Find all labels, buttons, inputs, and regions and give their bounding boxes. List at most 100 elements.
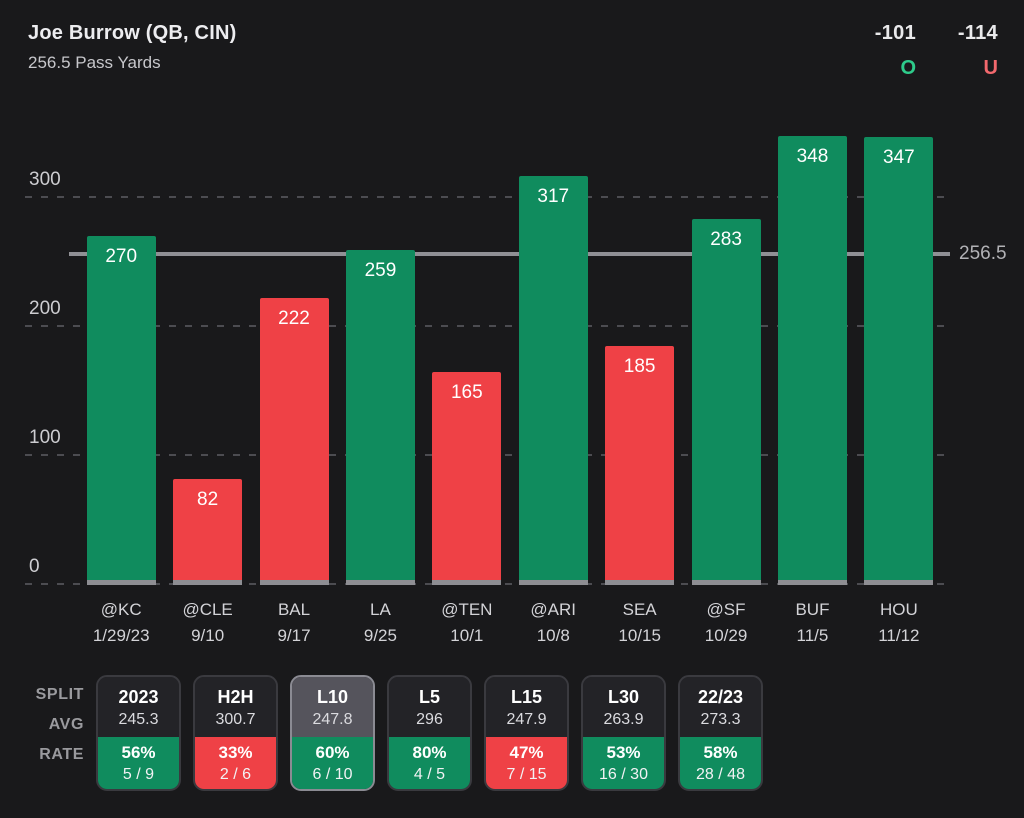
rate-fraction: 6 / 10: [312, 765, 353, 783]
split-name: L5: [418, 687, 440, 707]
split-card-H2H[interactable]: H2H 300.7 33% 2 / 6: [193, 675, 278, 791]
game-date-label: 9/10: [191, 626, 225, 645]
bar-value-label: 283: [710, 229, 742, 251]
split-card-L5[interactable]: L5 296 80% 4 / 5: [387, 675, 472, 791]
opponent-label: BAL: [277, 600, 311, 619]
rate-fraction: 2 / 6: [219, 765, 252, 783]
opponent-label: SEA: [622, 600, 657, 619]
over-odds-value: -101: [874, 22, 916, 44]
split-rate: 56% 5 / 9: [98, 737, 179, 789]
rate-fraction: 5 / 9: [122, 765, 155, 783]
opponent-label: @ARI: [530, 600, 577, 619]
row-label-rate: RATE: [39, 746, 84, 763]
split-card-L10[interactable]: L10 247.8 60% 6 / 10: [290, 675, 375, 791]
bar-column-SEA: 185: [596, 120, 682, 585]
under-odds-value: -114: [957, 22, 998, 44]
split-rate: 53% 16 / 30: [583, 737, 664, 789]
rate-percent: 33%: [218, 742, 253, 762]
header: Joe Burrow (QB, CIN) 256.5 Pass Yards -1…: [0, 0, 1024, 80]
split-avg: 247.8: [312, 711, 353, 728]
game-date-label: 11/5: [796, 626, 829, 645]
split-card-top: 22/23 273.3: [680, 677, 761, 737]
split-rate: 33% 2 / 6: [195, 737, 276, 789]
split-avg: 245.3: [118, 711, 159, 728]
bar-column-at-SF: 283: [683, 120, 769, 585]
bar-value-label: 270: [105, 246, 138, 268]
rate-fraction: 7 / 15: [506, 765, 547, 783]
rate-fraction: 16 / 30: [599, 765, 648, 783]
splits-table: SPLIT AVG RATE 2023 245.3 56% 5 / 9 H2H 300.7…: [22, 675, 1024, 791]
x-label: @ARI 10/8: [510, 597, 596, 649]
game-date-label: 11/12: [878, 626, 920, 645]
bar-column-at-TEN: 165: [424, 120, 510, 585]
game-date-label: 10/8: [536, 626, 570, 645]
x-label: BUF 11/5: [769, 597, 855, 649]
rate-fraction: 28 / 48: [696, 765, 745, 783]
opponent-label: @CLE: [182, 600, 233, 619]
row-label-avg: AVG: [48, 716, 84, 733]
game-bar: 348: [777, 135, 847, 585]
split-card-22-23[interactable]: 22/23 273.3 58% 28 / 48: [678, 675, 763, 791]
x-label: @KC 1/29/23: [78, 597, 164, 649]
opponent-label: @KC: [100, 600, 142, 619]
rate-percent: 58%: [703, 742, 738, 762]
under-odds-button[interactable]: -114 U: [946, 22, 998, 80]
split-card-top: H2H 300.7: [195, 677, 276, 737]
bar-value-label: 222: [278, 308, 310, 330]
split-card-L30[interactable]: L30 263.9 53% 16 / 30: [581, 675, 666, 791]
split-rate: 60% 6 / 10: [292, 737, 373, 789]
bar-column-at-CLE: 82: [164, 120, 250, 585]
split-card-L15[interactable]: L15 247.9 47% 7 / 15: [484, 675, 569, 791]
split-avg: 300.7: [215, 711, 256, 728]
game-bar: 259: [345, 250, 415, 585]
split-cards: 2023 245.3 56% 5 / 9 H2H 300.7 33% 2 / 6 L10 247.…: [96, 675, 763, 791]
row-label-split: SPLIT: [35, 686, 84, 703]
game-bar: 317: [518, 175, 588, 585]
y-tick-label: 300: [29, 168, 61, 190]
split-name: L10: [316, 687, 349, 707]
bar-value-label: 348: [796, 145, 829, 167]
opponent-label: @SF: [706, 600, 746, 619]
x-label: LA 9/25: [337, 597, 423, 649]
rate-percent: 60%: [315, 742, 350, 762]
game-bar: 165: [432, 371, 502, 585]
game-date-label: 10/15: [618, 626, 661, 645]
game-date-label: 10/1: [450, 626, 484, 645]
rate-percent: 80%: [412, 742, 447, 762]
prop-line-marker: [69, 251, 950, 256]
split-name: 2023: [118, 687, 159, 707]
split-card-top: 2023 245.3: [98, 677, 179, 737]
gridline-200: [25, 324, 950, 327]
split-card-2023[interactable]: 2023 245.3 56% 5 / 9: [96, 675, 181, 791]
bar-value-label: 165: [450, 381, 483, 403]
x-label: @CLE 9/10: [164, 597, 250, 649]
game-bar: 283: [691, 219, 761, 585]
rate-percent: 56%: [121, 742, 156, 762]
plot-area: 270 82 222 259 165 317 185 283 348 347 0 100 200 300…: [25, 120, 1007, 585]
game-bar: 270: [86, 236, 156, 585]
over-odds-button[interactable]: -101 O: [864, 22, 916, 80]
split-avg: 273.3: [700, 711, 741, 728]
header-titles: Joe Burrow (QB, CIN) 256.5 Pass Yards: [28, 22, 236, 80]
odds: -101 O -114 U: [864, 22, 998, 80]
game-date-label: 10/29: [704, 626, 748, 645]
bar-column-BAL: 222: [251, 120, 337, 585]
bar-value-label: 185: [623, 356, 656, 378]
bar-column-at-KC: 270: [78, 120, 164, 585]
split-avg: 263.9: [603, 711, 644, 728]
game-date-label: 9/17: [277, 626, 311, 645]
bar-value-label: 347: [883, 146, 915, 168]
game-date-label: 1/29/23: [92, 626, 150, 645]
x-label: SEA 10/15: [596, 597, 682, 649]
prop-line-label: 256.5: [959, 242, 1007, 264]
opponent-label: LA: [370, 600, 391, 619]
bar-value-label: 259: [364, 260, 397, 282]
opponent-label: BUF: [795, 600, 830, 619]
game-date-label: 9/25: [363, 626, 397, 645]
rate-percent: 47%: [509, 742, 544, 762]
bar-column-HOU: 347: [856, 120, 942, 585]
split-row-labels: SPLIT AVG RATE: [22, 675, 84, 791]
rate-percent: 53%: [606, 742, 641, 762]
split-avg: 247.9: [506, 711, 547, 728]
